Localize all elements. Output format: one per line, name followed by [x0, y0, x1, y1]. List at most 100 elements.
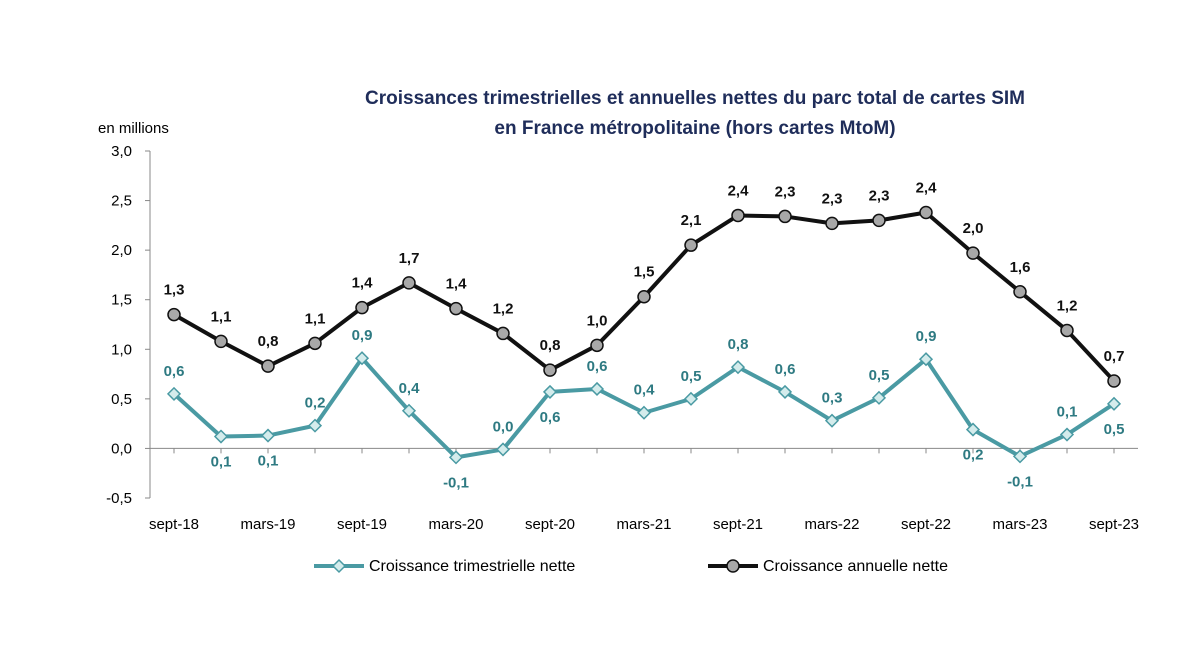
data-label-annual: 0,7 [1104, 348, 1125, 365]
y-axis: 3,0 2,5 2,0 1,5 1,0 0,5 0,0 -0,5 [106, 143, 151, 507]
y-axis-unit-label: en millions [98, 120, 169, 137]
legend: Croissance trimestrielle nette Croissanc… [314, 558, 948, 575]
data-label-quarterly: 0,2 [963, 447, 984, 464]
data-point-quarterly [542, 384, 558, 399]
data-point-annual [919, 205, 933, 220]
data-label-quarterly: 0,5 [869, 367, 890, 384]
y-tick-label: 2,5 [111, 193, 132, 210]
data-point-quarterly [636, 405, 652, 420]
data-point-annual [496, 326, 510, 341]
data-label-annual: 2,4 [916, 179, 938, 196]
legend-label-annual: Croissance annuelle nette [763, 558, 948, 575]
y-tick-label: 2,0 [111, 242, 132, 259]
data-point-annual [355, 300, 369, 315]
data-label-annual: 1,2 [493, 300, 514, 317]
x-axis: sept-18 mars-19 sept-19 mars-20 sept-20 mars-… [149, 447, 1139, 533]
data-point-quarterly [495, 442, 511, 457]
x-tick-label: sept-23 [1089, 516, 1139, 533]
data-label-annual: 2,3 [869, 187, 890, 204]
data-point-quarterly [166, 386, 182, 401]
legend-label-quarterly: Croissance trimestrielle nette [369, 558, 575, 575]
chart-title-line-1: Croissances trimestrielles et annuelles … [365, 88, 1025, 109]
data-label-quarterly: 0,5 [681, 368, 702, 385]
data-point-quarterly [401, 403, 417, 418]
data-point-quarterly [730, 360, 746, 375]
legend-marker-diamond [331, 558, 347, 574]
data-point-quarterly [448, 450, 464, 465]
data-label-annual: 2,4 [728, 182, 750, 199]
data-label-annual: 1,0 [587, 312, 608, 329]
data-point-annual [825, 216, 839, 231]
y-tick-label: 3,0 [111, 143, 132, 160]
data-label-quarterly: 0,0 [493, 418, 514, 435]
data-label-annual: 1,1 [211, 308, 232, 325]
data-label-quarterly: -0,1 [1007, 473, 1033, 490]
data-point-annual [590, 338, 604, 353]
data-label-annual: 2,3 [822, 190, 843, 207]
x-tick-label: sept-20 [525, 516, 575, 533]
data-label-quarterly: 0,1 [211, 454, 232, 471]
x-tick-label: sept-19 [337, 516, 387, 533]
data-point-quarterly [1059, 427, 1075, 442]
data-label-annual: 1,4 [446, 276, 468, 293]
data-label-annual: 1,2 [1057, 297, 1078, 314]
data-point-quarterly [213, 429, 229, 444]
data-point-annual [731, 208, 745, 223]
data-point-annual [261, 359, 275, 373]
data-point-quarterly [1106, 396, 1122, 411]
y-tick-label: 0,5 [111, 391, 132, 408]
data-point-annual [214, 334, 228, 349]
x-tick-label: sept-18 [149, 516, 199, 533]
data-point-quarterly [824, 413, 840, 428]
data-label-annual: 2,1 [681, 212, 702, 229]
y-tick-label: 0,0 [111, 440, 132, 457]
data-point-quarterly [871, 390, 887, 405]
data-point-quarterly [1012, 449, 1028, 464]
x-tick-label: mars-22 [804, 516, 859, 533]
data-point-quarterly [918, 352, 934, 367]
data-label-annual: 2,3 [775, 183, 796, 200]
series-layer [166, 205, 1122, 465]
data-label-annual: 1,5 [634, 264, 655, 281]
data-point-annual [308, 336, 322, 351]
data-point-quarterly [683, 391, 699, 406]
data-point-annual [449, 301, 463, 316]
data-point-annual [402, 276, 416, 290]
data-point-annual [167, 307, 181, 322]
data-point-annual [1013, 285, 1027, 299]
data-point-quarterly [965, 422, 981, 437]
data-point-quarterly [354, 351, 370, 366]
data-point-annual [872, 213, 886, 228]
data-label-quarterly: 0,5 [1104, 421, 1125, 438]
y-tick-label: -0,5 [106, 490, 132, 507]
data-label-annual: 0,8 [540, 337, 561, 354]
data-point-annual [1107, 374, 1121, 388]
x-tick-label: sept-22 [901, 516, 951, 533]
data-label-quarterly: 0,4 [634, 382, 656, 399]
data-point-annual [778, 209, 792, 224]
data-label-annual: 0,8 [258, 333, 279, 350]
data-label-quarterly: 0,1 [1057, 404, 1078, 421]
data-label-quarterly: 0,1 [258, 453, 279, 470]
data-labels-layer: 0,6 0,1 0,1 0,2 0,9 0,4 -0,1 0,0 0,6 0,6 0,4 0,5 0,8… [164, 179, 1125, 491]
data-point-quarterly [589, 381, 605, 397]
data-point-annual [1060, 323, 1074, 338]
data-point-annual [966, 246, 980, 260]
data-label-quarterly: 0,9 [916, 328, 937, 345]
data-point-quarterly [307, 418, 323, 433]
data-label-quarterly: 0,3 [822, 390, 843, 407]
data-label-quarterly: 0,4 [399, 380, 421, 397]
data-point-annual [684, 238, 698, 252]
x-tick-label: mars-19 [240, 516, 295, 533]
legend-item-annual: Croissance annuelle nette [708, 558, 948, 575]
data-label-quarterly: 0,6 [540, 409, 561, 426]
x-tick-label: mars-20 [428, 516, 483, 533]
data-label-quarterly: 0,6 [775, 361, 796, 378]
data-point-quarterly [260, 428, 276, 443]
data-point-annual [637, 289, 651, 304]
data-label-quarterly: 0,8 [728, 336, 749, 353]
data-label-annual: 1,7 [399, 250, 420, 267]
data-point-quarterly [777, 384, 793, 399]
data-label-quarterly: 0,2 [305, 395, 326, 412]
